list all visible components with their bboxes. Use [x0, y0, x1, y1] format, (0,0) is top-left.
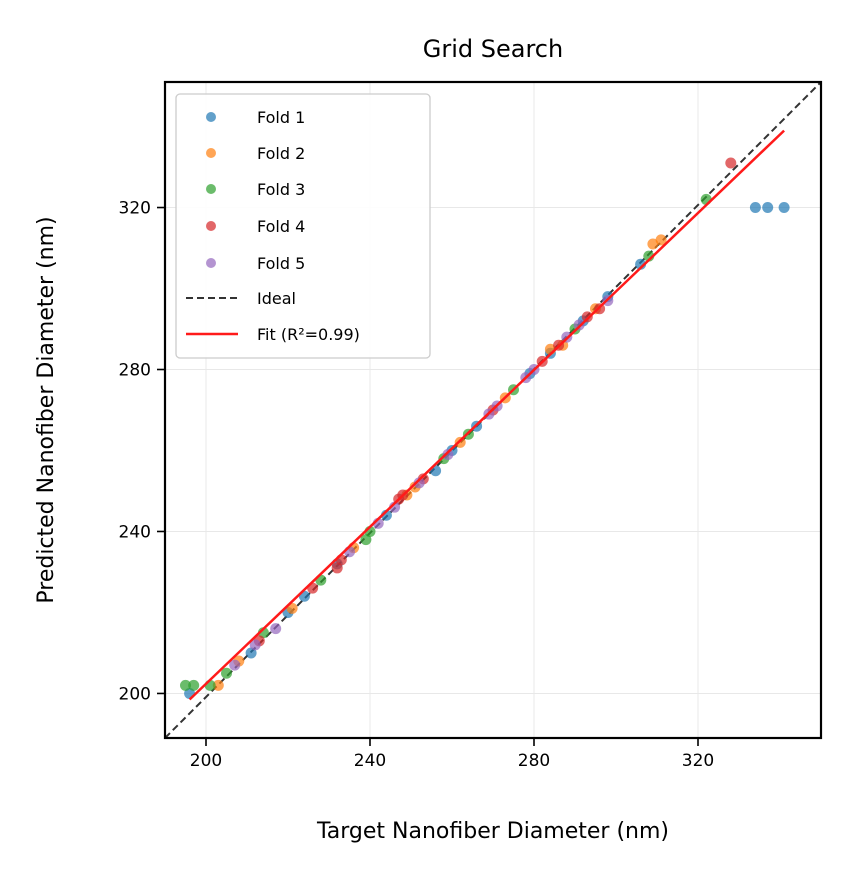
data-point-fold-3 [188, 679, 200, 691]
legend: Fold 1 Fold 2 Fold 3 Fold 4 Fold 5 Ideal… [175, 93, 431, 359]
legend-marker-fold-3 [206, 184, 216, 194]
data-point-fold-3 [180, 679, 191, 691]
y-tick-label: 280 [119, 361, 151, 381]
data-point-fold-2 [647, 238, 659, 250]
legend-label-ideal: Ideal [257, 289, 296, 308]
legend-marker-fold-1 [206, 112, 216, 122]
y-tick-label: 200 [119, 684, 151, 704]
data-point-fold-3 [360, 534, 372, 546]
data-point-fold-4 [725, 157, 737, 169]
legend-label-fold-3: Fold 3 [257, 180, 305, 199]
data-point-fold-2 [655, 234, 667, 246]
y-tick-label: 320 [119, 199, 151, 219]
fit-line-layer [188, 129, 785, 701]
chart-title: Grid Search [423, 35, 563, 63]
legend-marker-fold-5 [206, 258, 216, 268]
legend-label-fold-4: Fold 4 [257, 217, 305, 236]
data-point-fold-2 [212, 679, 224, 691]
data-point-fold-5 [413, 477, 425, 489]
y-axis-title: Predicted Nanofiber Diameter (nm) [34, 216, 59, 603]
data-point-fold-4 [581, 311, 593, 323]
legend-marker-fold-2 [206, 148, 216, 158]
legend-marker-fold-4 [206, 221, 216, 231]
data-point-fold-5 [249, 639, 261, 651]
data-point-fold-1 [762, 202, 774, 214]
x-ticks: 200 240 280 320 [190, 738, 714, 771]
legend-box [175, 93, 431, 359]
legend-label-fold-1: Fold 1 [257, 108, 305, 127]
x-tick-label: 240 [354, 751, 386, 771]
data-point-fold-1 [778, 202, 790, 214]
data-point-fold-3 [221, 667, 232, 679]
plot-frame [163, 80, 823, 740]
data-point-fold-3 [700, 193, 712, 205]
legend-label-fold-5: Fold 5 [257, 254, 305, 273]
data-point-fold-5 [270, 623, 282, 635]
x-tick-label: 320 [682, 751, 714, 771]
y-tick-label: 240 [119, 522, 151, 542]
data-point-fold-1 [749, 202, 761, 214]
data-point-fold-5 [229, 659, 241, 671]
x-tick-label: 280 [518, 751, 550, 771]
x-axis-title: Target Nanofiber Diameter (nm) [316, 819, 669, 844]
legend-label-fit: Fit (R²=0.99) [257, 325, 360, 344]
x-tick-label: 200 [190, 751, 222, 771]
data-point-fold-4 [331, 562, 343, 574]
legend-label-fold-2: Fold 2 [257, 144, 305, 163]
data-point-fold-1 [245, 647, 257, 659]
data-point-fold-5 [442, 449, 454, 461]
fit-line [188, 129, 785, 701]
y-ticks: 200 240 280 320 [119, 199, 165, 704]
